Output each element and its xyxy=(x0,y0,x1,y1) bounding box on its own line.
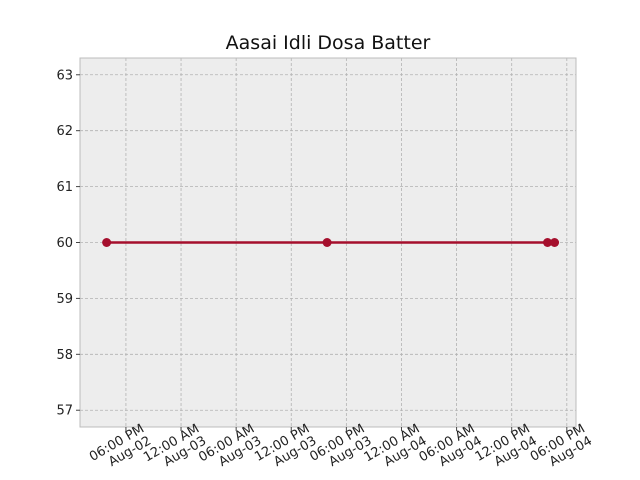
y-tick-label: 59 xyxy=(56,292,73,307)
x-tick-label: 12:00 AMAug-04 xyxy=(362,421,430,477)
chart-title: Aasai Idli Dosa Batter xyxy=(226,32,431,54)
data-point xyxy=(550,238,560,247)
x-tick-label: 12:00 PMAug-04 xyxy=(473,421,540,476)
y-tick-label: 63 xyxy=(56,68,73,83)
x-tick-label: 06:00 AMAug-04 xyxy=(417,421,485,477)
y-tick-label: 57 xyxy=(56,404,73,419)
data-point xyxy=(322,238,332,247)
x-tick-label: 12:00 AMAug-03 xyxy=(141,421,209,477)
x-tick-label: 06:00 AMAug-03 xyxy=(196,421,264,477)
y-tick-label: 61 xyxy=(56,180,73,195)
data-point xyxy=(543,238,553,247)
x-tick-label: 06:00 PMAug-04 xyxy=(528,421,595,476)
y-tick-label: 60 xyxy=(56,236,73,251)
x-tick-label: 06:00 PMAug-02 xyxy=(87,421,154,476)
y-tick-label: 58 xyxy=(56,348,73,363)
x-tick-label: 06:00 PMAug-03 xyxy=(307,421,374,476)
y-tick-label: 62 xyxy=(56,124,73,139)
data-point xyxy=(102,238,112,247)
x-tick-label: 12:00 PMAug-03 xyxy=(252,421,319,476)
